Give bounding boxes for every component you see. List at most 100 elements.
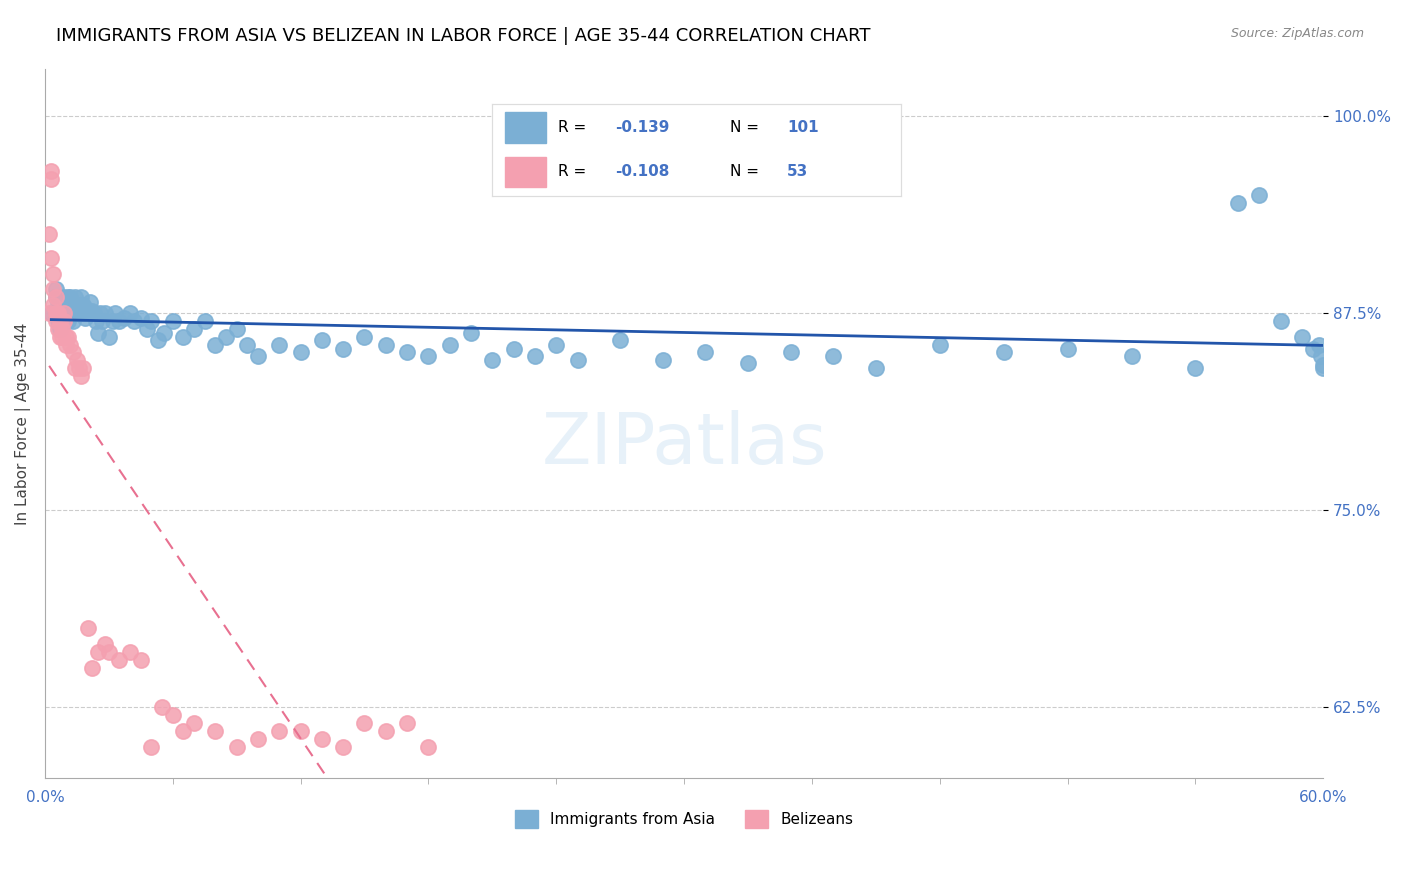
Point: [928, 337, 950, 351]
Point: [104, 306, 127, 320]
Point: [67, 298, 90, 312]
Point: [72, 361, 94, 376]
Point: [58, 290, 80, 304]
Point: [418, 349, 440, 363]
Point: [651, 353, 673, 368]
Point: [129, 653, 152, 667]
Point: [481, 353, 503, 368]
Point: [1184, 361, 1206, 376]
Point: [49, 314, 72, 328]
Point: [49, 314, 72, 328]
Point: [1308, 337, 1330, 351]
Point: [737, 356, 759, 370]
Point: [153, 326, 176, 341]
Point: [87, 645, 110, 659]
Point: [51, 322, 73, 336]
Point: [63, 361, 86, 376]
Point: [865, 361, 887, 376]
Point: [1270, 314, 1292, 328]
Point: [55, 337, 77, 351]
Point: [80, 661, 103, 675]
Point: [172, 723, 194, 738]
Point: [1291, 329, 1313, 343]
Point: [183, 716, 205, 731]
Text: IMMIGRANTS FROM ASIA VS BELIZEAN IN LABOR FORCE | AGE 35-44 CORRELATION CHART: IMMIGRANTS FROM ASIA VS BELIZEAN IN LABO…: [56, 27, 870, 45]
Point: [183, 322, 205, 336]
Point: [332, 739, 354, 754]
Point: [38, 227, 60, 241]
Point: [1249, 187, 1271, 202]
Point: [1121, 349, 1143, 363]
Point: [46, 306, 69, 320]
Point: [53, 314, 76, 328]
Point: [215, 329, 238, 343]
Point: [83, 306, 105, 320]
Point: [46, 306, 69, 320]
Point: [67, 306, 90, 320]
Point: [72, 306, 94, 320]
Point: [53, 290, 76, 304]
Point: [76, 306, 98, 320]
Point: [523, 349, 546, 363]
Point: [46, 298, 69, 312]
Y-axis label: In Labor Force | Age 35-44: In Labor Force | Age 35-44: [15, 322, 31, 524]
Point: [62, 314, 84, 328]
Point: [108, 653, 131, 667]
Point: [66, 353, 89, 368]
Point: [546, 337, 568, 351]
Point: [439, 337, 461, 351]
Point: [70, 290, 93, 304]
Point: [311, 333, 333, 347]
Point: [108, 314, 131, 328]
Point: [162, 708, 184, 723]
Point: [51, 329, 73, 343]
Point: [89, 306, 111, 320]
Point: [66, 306, 89, 320]
Point: [823, 349, 845, 363]
Point: [53, 306, 76, 320]
Point: [418, 739, 440, 754]
Point: [39, 306, 62, 320]
Point: [55, 329, 77, 343]
Point: [59, 337, 82, 351]
Point: [246, 731, 269, 746]
Point: [609, 333, 631, 347]
Point: [396, 716, 419, 731]
Point: [97, 329, 120, 343]
Point: [45, 290, 67, 304]
Point: [42, 298, 65, 312]
Point: [141, 314, 163, 328]
Point: [124, 314, 146, 328]
Point: [55, 298, 77, 312]
Point: [236, 337, 259, 351]
Point: [39, 164, 62, 178]
Point: [62, 298, 84, 312]
Point: [39, 172, 62, 186]
Point: [72, 298, 94, 312]
Point: [120, 306, 142, 320]
Point: [70, 369, 93, 384]
Point: [75, 301, 97, 316]
Point: [93, 306, 115, 320]
Point: [49, 322, 72, 336]
Point: [58, 329, 80, 343]
Point: [62, 345, 84, 359]
Point: [567, 353, 589, 368]
Legend: Immigrants from Asia, Belizeans: Immigrants from Asia, Belizeans: [509, 804, 859, 834]
Point: [75, 310, 97, 325]
Point: [311, 731, 333, 746]
Point: [63, 290, 86, 304]
Point: [42, 267, 65, 281]
Point: [779, 345, 801, 359]
Point: [353, 716, 375, 731]
Point: [290, 345, 312, 359]
Point: [246, 349, 269, 363]
Point: [225, 322, 247, 336]
Point: [136, 322, 159, 336]
Point: [62, 306, 84, 320]
Point: [374, 337, 396, 351]
Point: [80, 304, 103, 318]
Point: [45, 314, 67, 328]
Point: [49, 306, 72, 320]
Point: [204, 337, 226, 351]
